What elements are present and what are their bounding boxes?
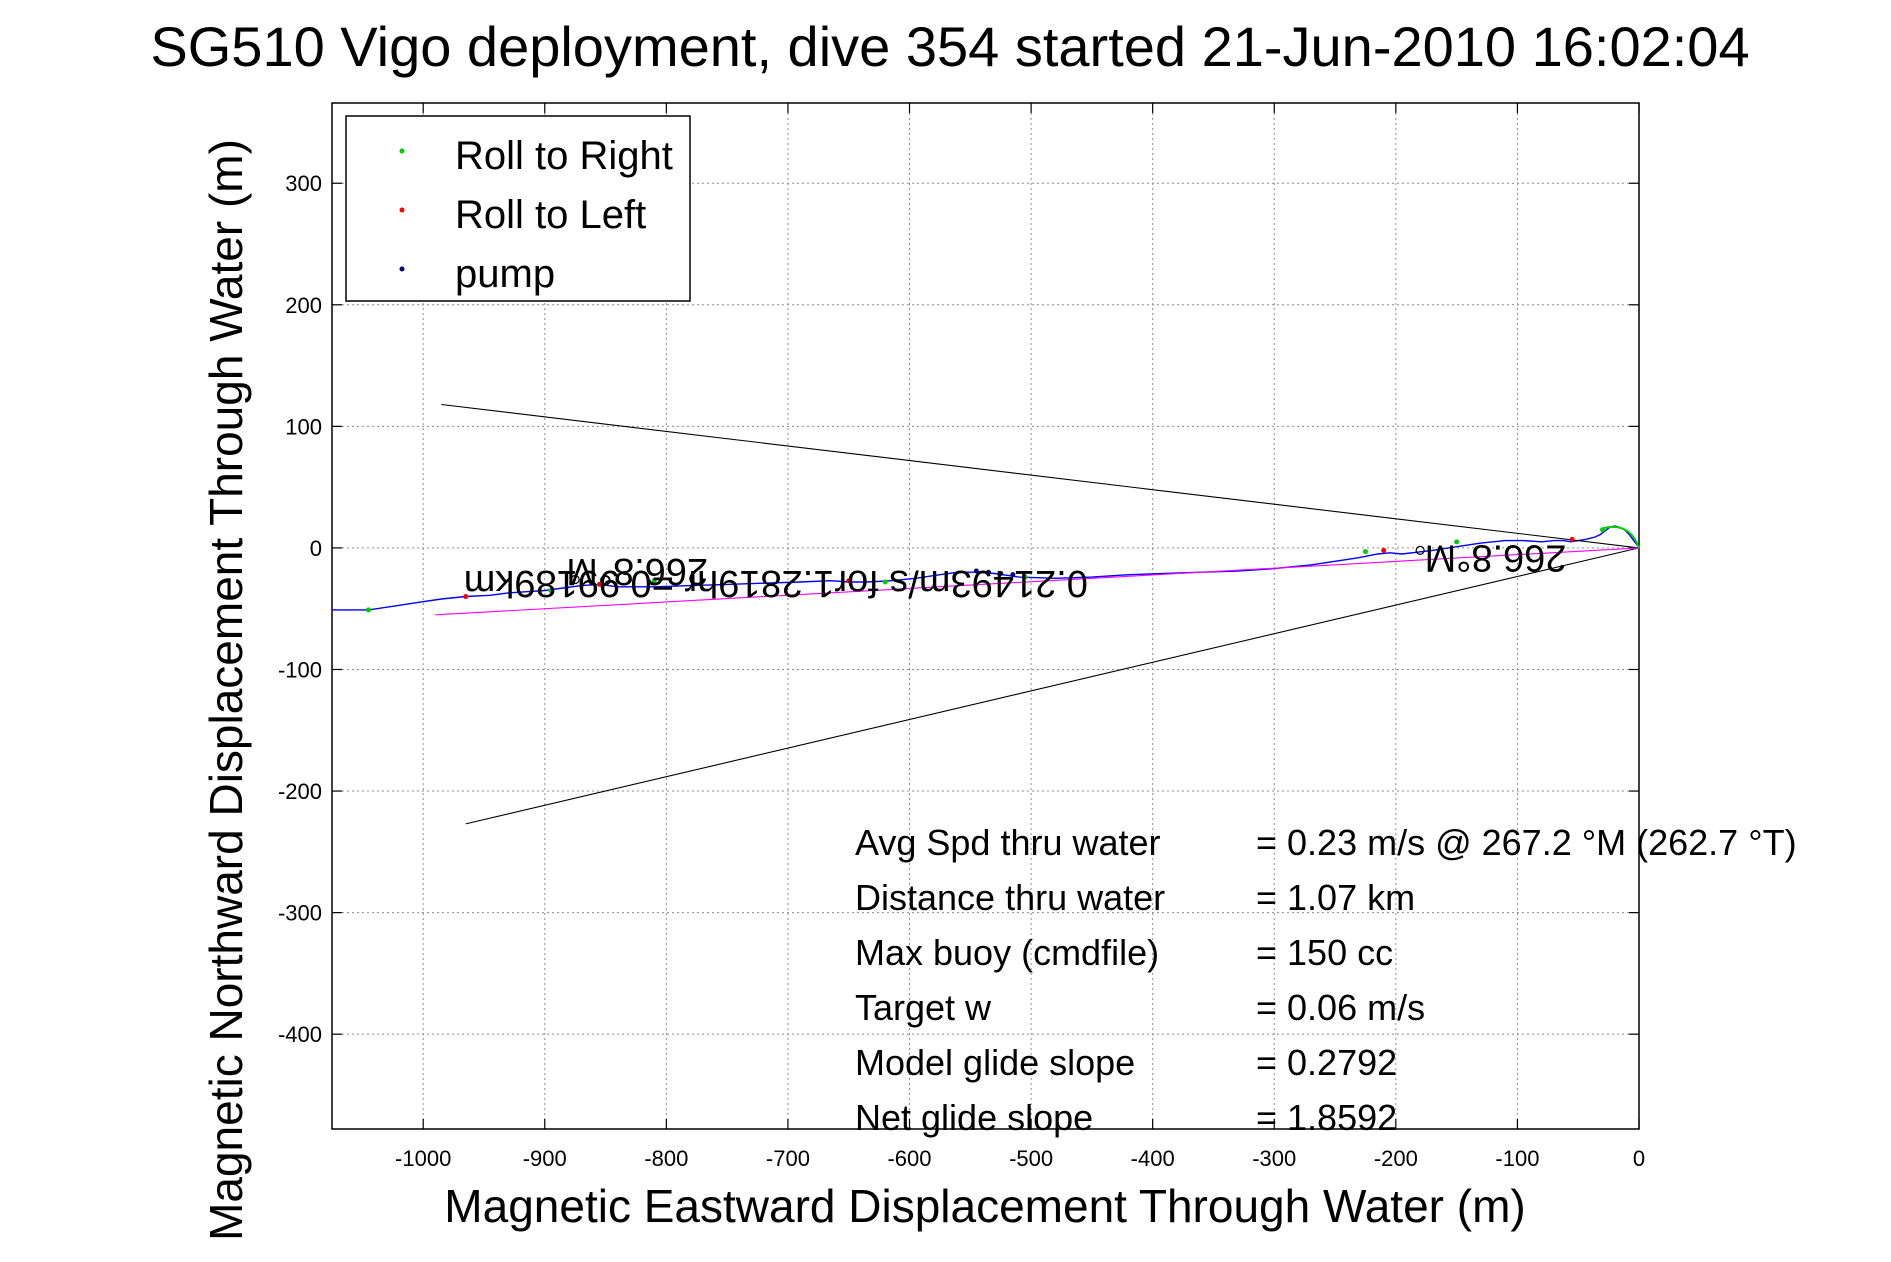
roll-right-point — [1454, 539, 1460, 545]
x-tick-label: -300 — [1252, 1146, 1296, 1171]
x-tick-label: -700 — [766, 1146, 810, 1171]
y-tick-label: -200 — [278, 779, 322, 804]
stat-value: = 0.06 m/s — [1256, 987, 1425, 1028]
stat-label: Target w — [855, 987, 992, 1028]
roll-right-point — [1362, 549, 1368, 555]
stat-label: Distance thru water — [855, 877, 1165, 918]
x-axis-label: Magnetic Eastward Displacement Through W… — [444, 1180, 1525, 1232]
stat-value: = 1.8592 — [1256, 1097, 1397, 1138]
track-line — [332, 525, 1640, 611]
x-tick-label: 0 — [1633, 1146, 1645, 1171]
roll-right-arc — [1602, 525, 1640, 549]
stat-label: Model glide slope — [855, 1042, 1135, 1083]
heading-marker — [1415, 545, 1425, 555]
stat-label: Max buoy (cmdfile) — [855, 932, 1159, 973]
roll-right-point — [365, 607, 371, 613]
x-tick-label: -500 — [1009, 1146, 1053, 1171]
roll-right-point — [1022, 574, 1028, 580]
y-tick-label: -400 — [278, 1022, 322, 1047]
chart-title: SG510 Vigo deployment, dive 354 started … — [150, 15, 1749, 78]
plot-area-frame — [331, 102, 1640, 1130]
y-tick-label: 0 — [310, 536, 322, 561]
legend: Roll to Right Roll to Left pump — [345, 115, 691, 302]
x-tick-label: -900 — [523, 1146, 567, 1171]
roll-right-point — [651, 578, 657, 584]
y-tick-label: -100 — [278, 657, 322, 682]
net-displacement-line — [435, 547, 1640, 616]
stat-value: = 150 cc — [1256, 932, 1393, 973]
roll-right-point — [548, 587, 554, 593]
heading-marker — [570, 574, 580, 585]
legend-label: Roll to Right — [455, 134, 673, 178]
grid-lines — [332, 103, 1640, 1129]
legend-label: pump — [455, 252, 555, 296]
roll-left-point — [1569, 536, 1575, 542]
heading-line-north-line — [441, 403, 1640, 549]
pump-point — [1010, 572, 1016, 578]
roll-left-point — [1381, 547, 1387, 553]
legend-marker — [399, 266, 405, 272]
stat-label: Net glide slope — [855, 1097, 1093, 1138]
pump-point — [998, 570, 1004, 576]
roll-left-point — [463, 594, 469, 600]
x-tick-label: -100 — [1495, 1146, 1539, 1171]
y-tick-label: 300 — [285, 171, 322, 196]
stat-label: Avg Spd thru water — [855, 822, 1161, 863]
x-tick-label: -600 — [887, 1146, 931, 1171]
pump-point — [973, 568, 979, 574]
x-tick-label: -400 — [1131, 1146, 1175, 1171]
legend-marker — [399, 207, 405, 213]
roll-right-point — [882, 579, 888, 585]
stat-value: = 0.23 m/s @ 267.2 °M (262.7 °T) — [1256, 822, 1797, 863]
roll-left-point — [846, 578, 852, 584]
heading-line-south-line — [465, 547, 1640, 825]
x-tick-label: -1000 — [395, 1146, 451, 1171]
axis-ticks: -1000 -900 -800 -700 -600 -500 -400 -300 -200 -10… — [278, 103, 1645, 1171]
stats-panel: Avg Spd thru water = 0.23 m/s @ 267.2 °M … — [855, 822, 1797, 1138]
pump-point — [986, 569, 992, 575]
legend-label: Roll to Left — [455, 193, 646, 237]
plot-annotation: 266.8°M — [566, 550, 708, 592]
roll-left-point — [596, 581, 602, 587]
x-tick-label: -800 — [644, 1146, 688, 1171]
y-tick-label: 200 — [285, 293, 322, 318]
stat-value: = 1.07 km — [1256, 877, 1415, 918]
plot-annotation: 0.21493m/s for1.2819hr =0.99189km — [464, 562, 1088, 604]
y-axis-label: Magnetic Northward Displacement Through … — [200, 139, 252, 1241]
y-tick-label: 100 — [285, 414, 322, 439]
series-layer — [332, 403, 1640, 825]
plot-annotation: 266.8°M — [1425, 536, 1567, 578]
x-tick-label: -200 — [1374, 1146, 1418, 1171]
stat-value: = 0.2792 — [1256, 1042, 1397, 1083]
y-tick-label: -300 — [278, 901, 322, 926]
legend-marker — [399, 148, 405, 154]
